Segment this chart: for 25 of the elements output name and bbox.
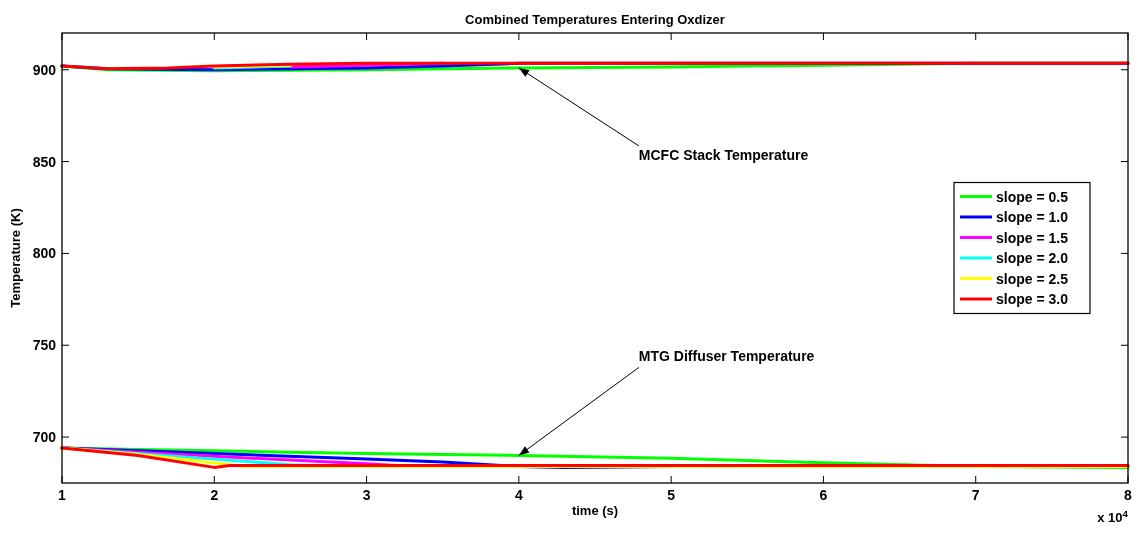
y-tick-label: 700 [32, 429, 57, 446]
legend-label: slope = 1.5 [996, 229, 1069, 246]
annotation: MCFC Stack Temperature [638, 146, 809, 163]
legend-label: slope = 2.5 [996, 270, 1069, 287]
x-tick-label: 3 [362, 487, 371, 503]
y-tick-label: 900 [32, 61, 57, 78]
x-tick-label: 1 [58, 487, 67, 503]
x-tick-label: 6 [819, 487, 828, 503]
x-tick-label: 5 [667, 487, 676, 503]
y-tick-label: 800 [32, 245, 57, 262]
x-tick-label: 8 [1124, 487, 1133, 503]
legend-label: slope = 1.0 [996, 209, 1069, 225]
legend-label: slope = 3.0 [996, 291, 1069, 307]
x-axis-title: time (s) [571, 503, 619, 518]
y-tick-label: 850 [32, 153, 57, 170]
y-tick-label: 750 [32, 337, 57, 354]
text: x 10$^{4}$ [1097, 507, 1129, 525]
legend-label: slope = 0.5 [996, 188, 1069, 205]
y-axis-title: Temperature (K) [8, 208, 23, 308]
annotation: MTG Diffuser Temperature [638, 348, 815, 365]
legend-label: slope = 2.0 [996, 250, 1069, 266]
chart-title: Combined Temperatures Entering Oxdizer [465, 12, 725, 27]
x-tick-label: 2 [210, 487, 219, 503]
x-tick-label: 7 [971, 487, 980, 503]
x-tick-label: 4 [514, 487, 523, 503]
